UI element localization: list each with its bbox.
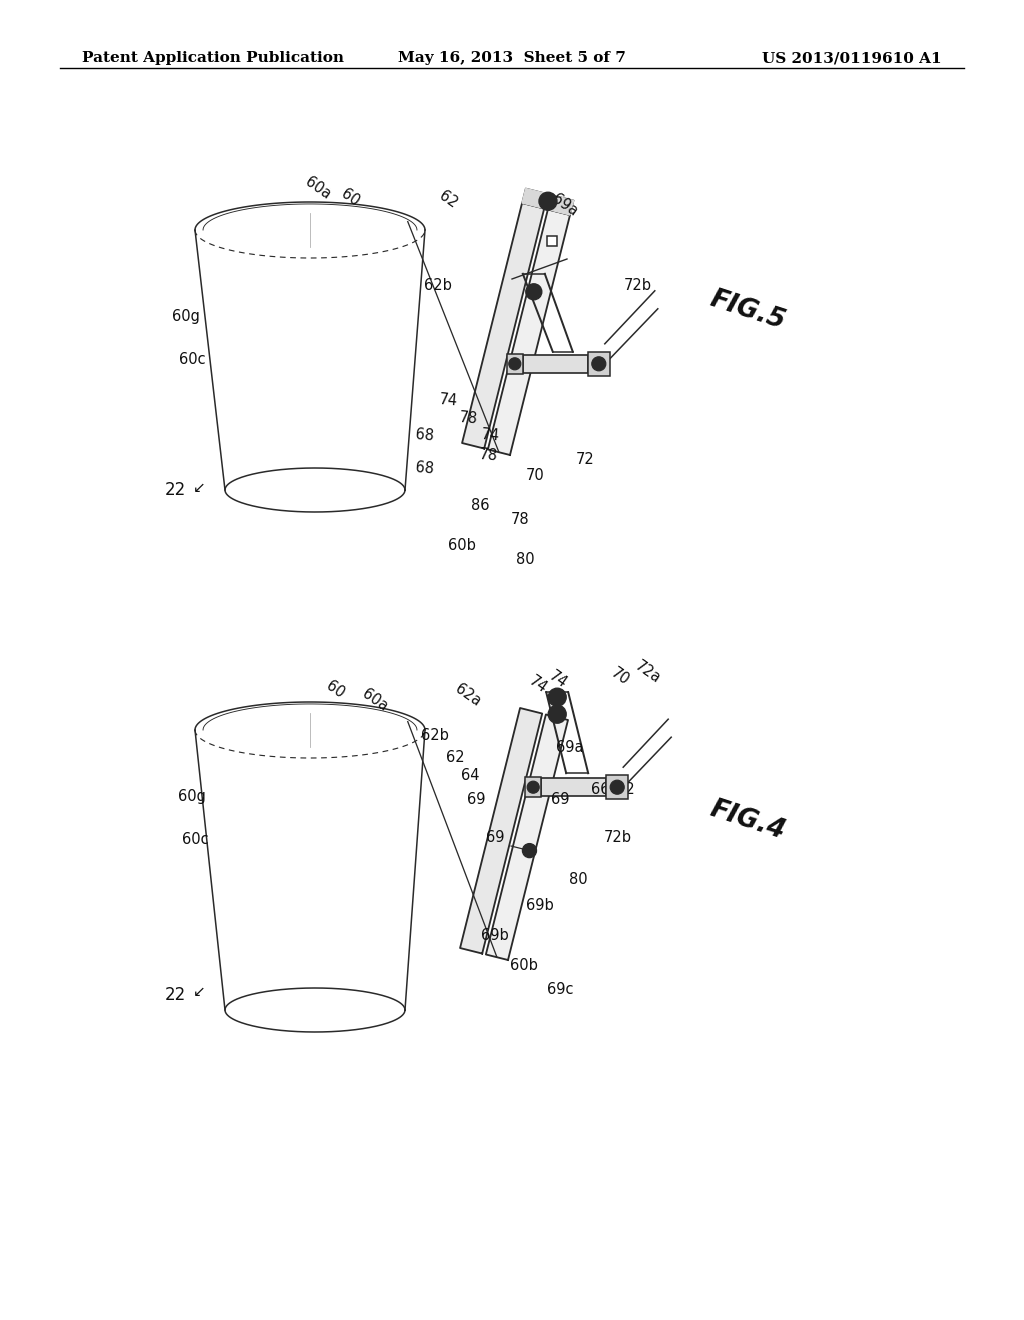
Circle shape [525, 284, 542, 300]
Circle shape [544, 197, 552, 205]
Text: 60: 60 [338, 186, 361, 210]
Bar [523, 355, 588, 372]
Text: 66: 66 [591, 783, 609, 797]
Text: 69c: 69c [547, 982, 573, 998]
Text: 68: 68 [415, 459, 435, 477]
Text: 70: 70 [608, 665, 632, 689]
Circle shape [548, 705, 566, 723]
Bar [542, 779, 606, 796]
Text: ↙: ↙ [193, 985, 206, 999]
Text: 69a: 69a [550, 191, 581, 219]
Text: 70: 70 [525, 467, 545, 483]
Polygon shape [522, 189, 573, 215]
Bar [606, 775, 628, 799]
Bar [588, 352, 610, 376]
Text: 69: 69 [467, 792, 485, 808]
Text: 86: 86 [471, 498, 489, 512]
Text: 72b: 72b [624, 277, 652, 293]
Text: 22: 22 [165, 480, 186, 499]
Bar [547, 236, 557, 247]
Text: 69a: 69a [556, 741, 584, 755]
Circle shape [509, 358, 521, 370]
Text: 62: 62 [445, 751, 464, 766]
Text: 72: 72 [616, 783, 635, 797]
Text: 74: 74 [546, 668, 570, 692]
Polygon shape [487, 210, 570, 455]
Text: 62b: 62b [421, 727, 449, 742]
Text: 74: 74 [526, 673, 550, 697]
Circle shape [548, 688, 566, 706]
Text: 60g: 60g [178, 788, 206, 804]
Text: 80: 80 [568, 873, 588, 887]
Text: 60a: 60a [302, 174, 334, 202]
Text: 60b: 60b [449, 537, 476, 553]
Text: 60c: 60c [178, 352, 206, 367]
Text: FIG.5: FIG.5 [707, 285, 790, 334]
Text: 60: 60 [323, 678, 347, 701]
Text: US 2013/0119610 A1: US 2013/0119610 A1 [763, 51, 942, 65]
Text: 72b: 72b [604, 830, 632, 846]
Circle shape [610, 780, 625, 795]
Text: 72: 72 [575, 453, 594, 467]
Text: ↙: ↙ [193, 479, 206, 495]
Polygon shape [460, 708, 542, 953]
Text: FIG.4: FIG.4 [707, 796, 790, 845]
Circle shape [539, 193, 557, 210]
Text: 60c: 60c [181, 833, 208, 847]
Text: 22: 22 [165, 986, 186, 1005]
Text: Patent Application Publication: Patent Application Publication [82, 51, 344, 65]
Text: May 16, 2013  Sheet 5 of 7: May 16, 2013 Sheet 5 of 7 [398, 51, 626, 65]
Text: 69: 69 [485, 830, 504, 846]
Text: 72a: 72a [633, 657, 664, 686]
Text: 64: 64 [461, 767, 479, 783]
Text: 60a: 60a [359, 686, 390, 714]
Text: 78: 78 [458, 409, 478, 426]
Text: 69b: 69b [526, 898, 554, 912]
Bar [507, 354, 523, 374]
Circle shape [527, 781, 540, 793]
Text: 78: 78 [511, 512, 529, 528]
Circle shape [592, 356, 606, 371]
Circle shape [522, 843, 537, 858]
Text: 60g: 60g [172, 309, 200, 323]
Text: 68: 68 [415, 426, 435, 444]
Text: 62: 62 [436, 189, 460, 211]
Text: 74: 74 [438, 392, 458, 408]
Text: 69: 69 [551, 792, 569, 808]
Text: 62b: 62b [424, 277, 452, 293]
Polygon shape [462, 203, 544, 449]
Text: 80: 80 [516, 553, 535, 568]
Text: 74: 74 [480, 426, 500, 444]
Text: 69b: 69b [481, 928, 509, 942]
Bar [525, 777, 542, 797]
Text: 62a: 62a [453, 681, 483, 709]
Polygon shape [485, 714, 568, 960]
Text: 78: 78 [478, 446, 498, 463]
Text: 60b: 60b [510, 957, 538, 973]
